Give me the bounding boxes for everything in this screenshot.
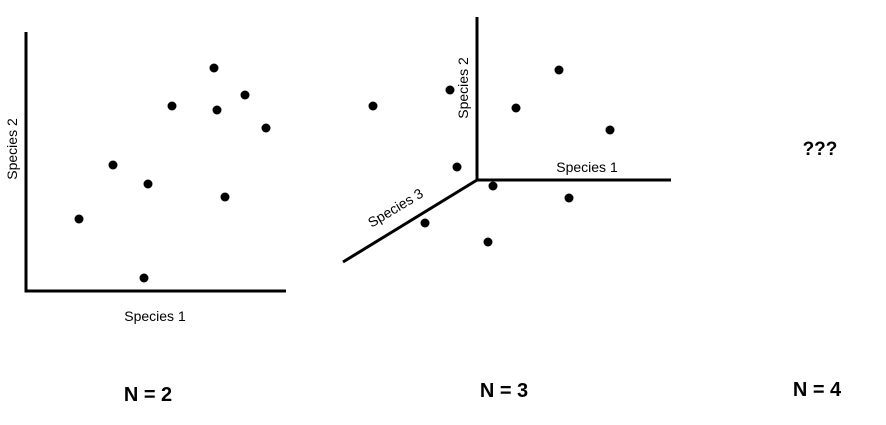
data-point: [167, 101, 177, 111]
panel-3d-axis3-label: Species 3: [365, 185, 426, 230]
data-point: [139, 273, 149, 283]
panel-2d-n-label: N = 2: [124, 384, 172, 406]
data-point: [240, 90, 250, 100]
panel-3d-axis1-label: Species 1: [556, 159, 618, 175]
data-point: [605, 125, 615, 135]
panel-4d-n-label: N = 4: [793, 379, 842, 401]
data-point: [511, 103, 521, 113]
data-point: [220, 192, 230, 202]
data-point: [143, 179, 153, 189]
data-point: [74, 214, 84, 224]
data-point: [554, 65, 564, 75]
data-point: [108, 160, 118, 170]
data-point: [452, 162, 462, 172]
panel-3d-n-label: N = 3: [480, 380, 528, 402]
data-point: [488, 181, 498, 191]
panel-3d-points: [368, 65, 615, 247]
data-point: [420, 218, 430, 228]
panel-2d-y-label: Species 2: [4, 118, 20, 180]
panel-4d-placeholder: ???: [803, 139, 838, 160]
data-point: [445, 85, 455, 95]
panel-3d: Species 2 Species 1 Species 3 N = 3: [342, 17, 671, 402]
data-point: [261, 123, 271, 133]
panel-2d-axes: [24, 32, 286, 293]
data-point: [368, 101, 378, 111]
data-point: [209, 63, 219, 73]
panel-3d-axis2-label: Species 2: [455, 57, 471, 119]
data-point: [564, 193, 574, 203]
panel-2d-points: [74, 63, 271, 283]
panel-4d: ??? N = 4: [793, 139, 842, 401]
panel-3d-axis-species3: [342, 178, 478, 264]
panel-2d-x-label: Species 1: [124, 308, 186, 324]
data-point: [483, 237, 493, 247]
panel-2d: Species 2 Species 1 N = 2: [4, 32, 286, 406]
data-point: [212, 105, 222, 115]
